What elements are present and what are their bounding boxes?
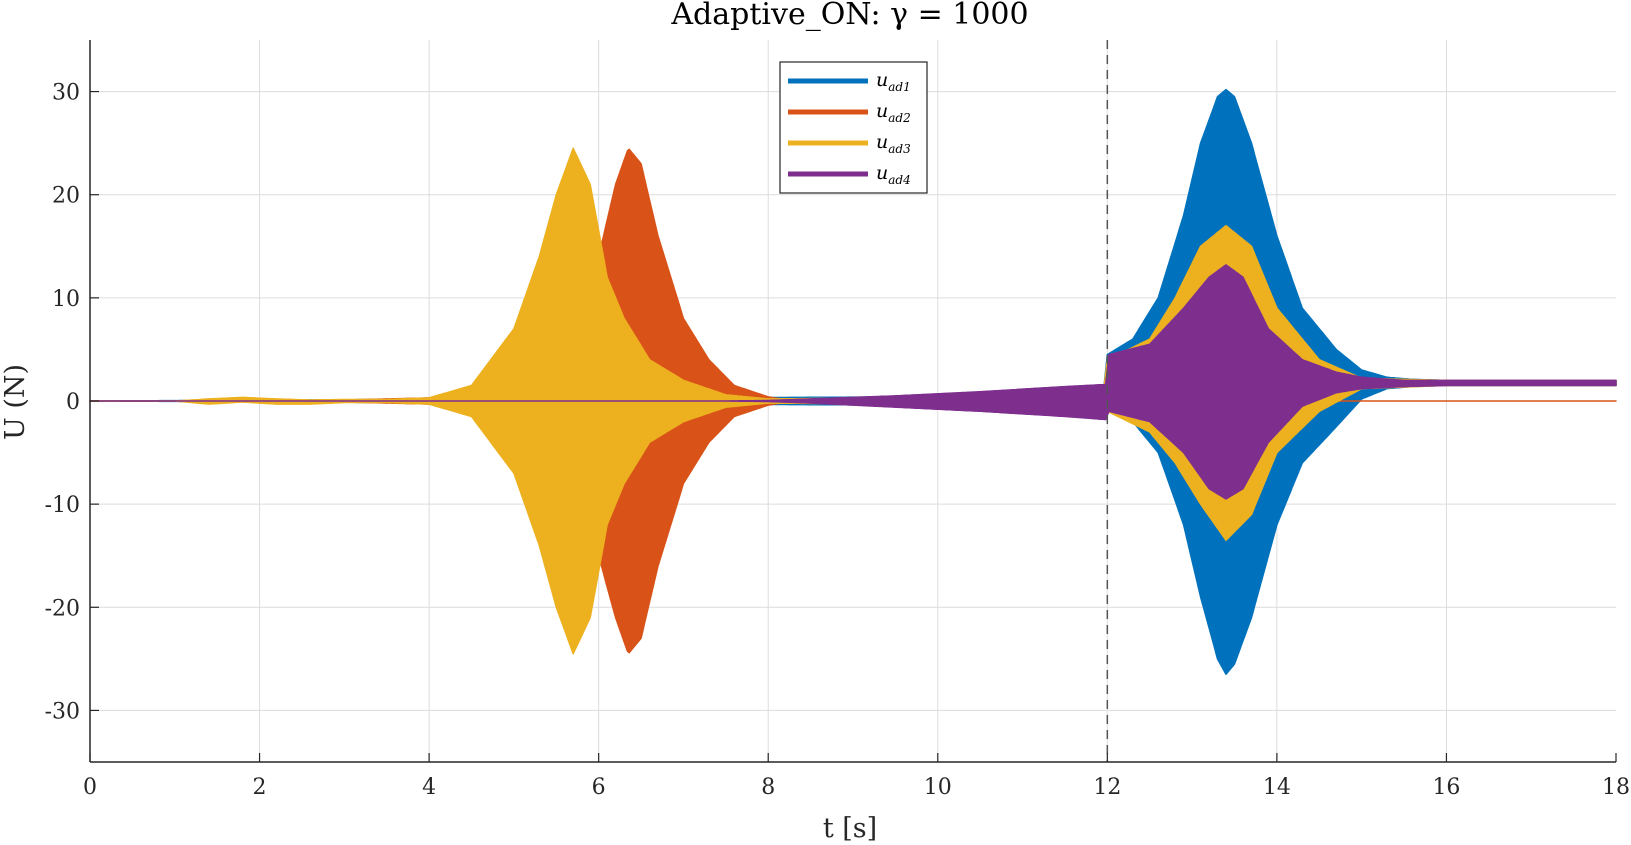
- x-tick-labels: 0 2 4 6 8 10 12 14 16 18: [83, 775, 1630, 800]
- legend-box: [779, 61, 928, 194]
- x-tick-label: 4: [422, 775, 436, 800]
- series-areas: [89, 88, 1617, 676]
- y-tick-label: 30: [52, 81, 80, 106]
- x-axis-label: t [s]: [823, 813, 877, 844]
- x-tick-label: 12: [1093, 775, 1121, 800]
- x-tick-label: 2: [253, 775, 267, 800]
- x-tick-label: 6: [592, 775, 606, 800]
- x-tick-label: 18: [1602, 775, 1630, 800]
- legend-label-u_ad4: uad4: [876, 162, 911, 187]
- x-tick-label: 14: [1263, 775, 1291, 800]
- y-tick-label: 20: [52, 184, 80, 209]
- y-tick-labels: -30 -20 -10 0 10 20 30: [45, 81, 80, 725]
- y-tick-label: -10: [45, 493, 80, 518]
- series-area-u_ad4: [89, 264, 1617, 500]
- legend-label-u_ad3: uad3: [876, 131, 911, 156]
- x-tick-label: 10: [924, 775, 952, 800]
- chart-title: Adaptive_ON: γ = 1000: [670, 0, 1028, 32]
- legend: uad1 uad2 uad3 uad4: [779, 61, 928, 194]
- y-axis-label: U (N): [0, 364, 31, 440]
- y-tick-label: 10: [52, 287, 80, 312]
- legend-label-u_ad1: uad1: [876, 69, 911, 94]
- x-tick-label: 8: [761, 775, 775, 800]
- axes: [89, 40, 1617, 763]
- legend-label-u_ad2: uad2: [876, 100, 911, 125]
- y-tick-label: -20: [45, 596, 80, 621]
- y-tick-label: 0: [66, 390, 80, 415]
- x-tick-label: 0: [83, 775, 97, 800]
- y-tick-label: -30: [45, 699, 80, 724]
- x-tick-label: 16: [1432, 775, 1460, 800]
